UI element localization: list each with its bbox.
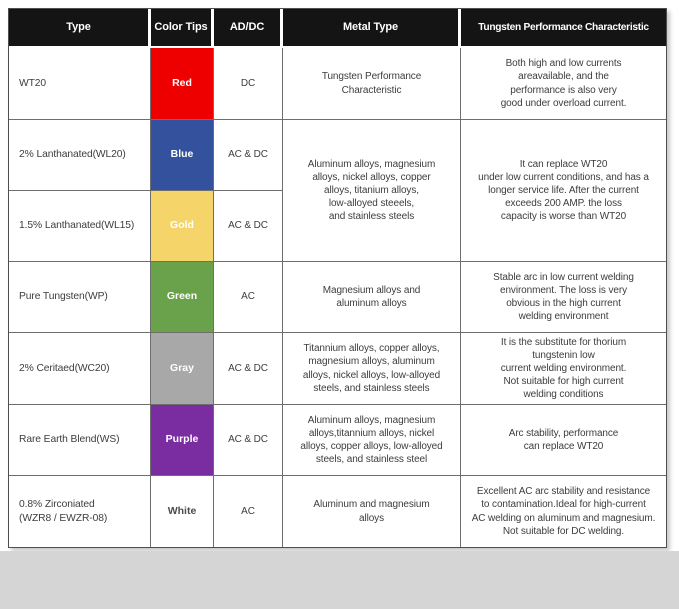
performance-cell: Stable arc in low current welding enviro… <box>461 262 666 333</box>
current-cell: AC & DC <box>214 120 283 191</box>
color-tip-cell: Blue <box>151 120 214 191</box>
type-cell: Pure Tungsten(WP) <box>9 262 151 333</box>
type-cell: 2% Ceritaed(WC20) <box>9 333 151 405</box>
current-cell: AC & DC <box>214 333 283 405</box>
metal-type-cell-merged: Aluminum alloys, magnesium alloys, nicke… <box>283 120 461 262</box>
column-header-ad900dc: AD/DC <box>214 9 283 48</box>
performance-cell: Arc stability, performance can replace W… <box>461 405 666 476</box>
color-tip-cell: Gray <box>151 333 214 405</box>
type-cell: 2% Lanthanated(WL20) <box>9 120 151 191</box>
metal-type-cell: Aluminum and magnesium alloys <box>283 476 461 547</box>
page-background-band <box>0 551 679 609</box>
metal-type-cell: Titannium alloys, copper alloys, magnesi… <box>283 333 461 405</box>
metal-type-cell: Magnesium alloys and aluminum alloys <box>283 262 461 333</box>
color-tip-label: Purple <box>165 433 199 446</box>
type-cell: 1.5% Lanthanated(WL15) <box>9 191 151 262</box>
color-tip-label: Red <box>172 76 192 89</box>
color-tip-cell: Purple <box>151 405 214 476</box>
column-header-performance: Tungsten Performance Characteristic <box>461 9 666 48</box>
color-tip-label: Gold <box>170 219 194 232</box>
column-header-color-tips: Color Tips <box>151 9 214 48</box>
current-cell: DC <box>214 48 283 120</box>
column-header-metal-type: Metal Type <box>283 9 461 48</box>
performance-cell: Both high and low currents areavailable,… <box>461 48 666 120</box>
current-cell: AC <box>214 476 283 547</box>
metal-type-cell: Tungsten Performance Characteristic <box>283 48 461 120</box>
color-tip-cell: Red <box>151 48 214 120</box>
color-tip-label: Green <box>166 290 198 303</box>
current-cell: AC & DC <box>214 405 283 476</box>
color-tip-cell: Green <box>151 262 214 333</box>
type-cell: Rare Earth Blend(WS) <box>9 405 151 476</box>
performance-cell: It is the substitute for thorium tungste… <box>461 333 666 405</box>
color-tip-cell: White <box>151 476 214 547</box>
performance-cell-merged: It can replace WT20 under low current co… <box>461 120 666 262</box>
tungsten-electrode-table: Type Color Tips AD/DC Metal Type Tungste… <box>8 8 667 548</box>
color-tip-label: Blue <box>170 148 194 161</box>
current-cell: AC & DC <box>214 191 283 262</box>
metal-type-cell: Aluminum alloys, magnesium alloys,titann… <box>283 405 461 476</box>
type-cell: 0.8% Zirconiated (WZR8 / EWZR-08) <box>9 476 151 547</box>
current-cell: AC <box>214 262 283 333</box>
type-cell: WT20 <box>9 48 151 120</box>
performance-cell: Excellent AC arc stability and resistanc… <box>471 486 656 537</box>
color-tip-label: Gray <box>170 361 194 374</box>
color-tip-cell: Gold <box>151 191 214 262</box>
color-tip-label: White <box>167 504 197 517</box>
column-header-type: Type <box>9 9 151 48</box>
